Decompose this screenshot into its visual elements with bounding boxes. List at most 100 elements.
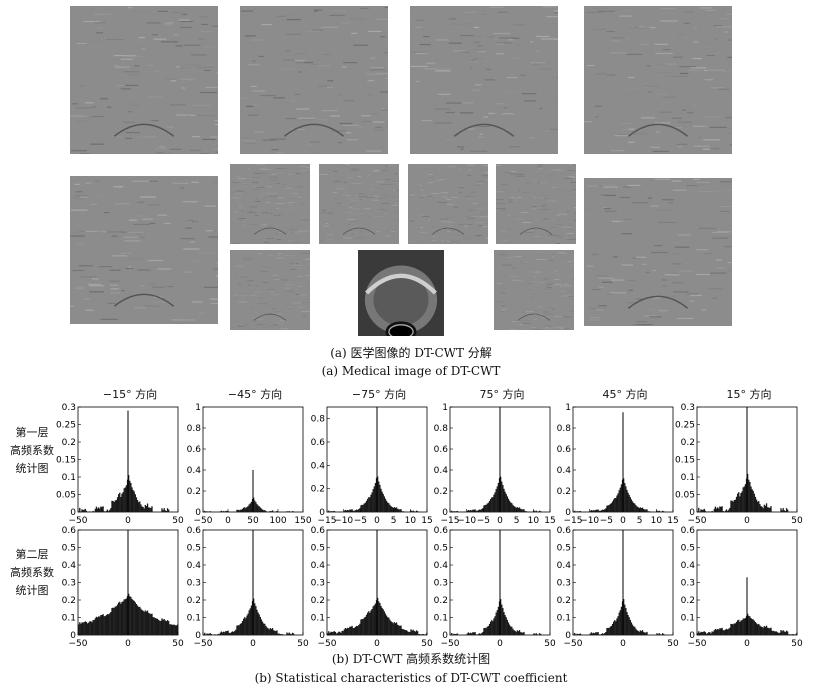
histogram-bar [487,626,490,635]
histogram-bar [658,633,660,635]
y-tick-label: 0.6 [434,526,449,536]
histogram-bar [720,506,722,512]
histogram-bar [724,510,727,512]
histogram-bar [625,486,627,512]
ultrasound-source-image [358,250,444,336]
histogram-bar [399,509,401,512]
histogram-bar [350,626,352,635]
histogram-bar [750,486,752,512]
y-tick-label: 1 [565,403,571,413]
histogram-bar [347,510,349,512]
histogram-bar [480,509,482,512]
histogram-bar [144,610,146,635]
histogram-bar [276,510,278,512]
histogram-bar [136,605,139,635]
x-tick-label: 15 [421,516,432,524]
y-tick-label: 0 [689,631,695,641]
histogram-bar [166,620,169,635]
histogram-bar [340,632,342,635]
histogram-bar [715,508,718,512]
histogram-bar [614,620,616,635]
histogram-bar [708,511,710,512]
histogram-bar [246,506,248,512]
histogram-bar [133,491,135,512]
histogram-bar [234,630,236,635]
histogram-bar [271,628,274,635]
histogram-bar [616,618,618,635]
histogram-bar [508,624,511,635]
histogram-bar [100,506,102,512]
histogram-bar [390,506,392,512]
x-tick-label: 50 [791,639,803,647]
y-tick-label: 0.05 [56,491,76,501]
histogram-bar [725,628,728,635]
histogram-bar [275,631,277,635]
histogram-bar [224,632,226,635]
histogram-bar [478,509,481,512]
histogram-bar [348,510,350,512]
histogram-bar [415,510,418,512]
row-label-level-1: 第一层 高频系数 统计图 [10,426,54,475]
histogram-bar [267,628,269,635]
histogram-bar [517,631,520,635]
histogram-bar [755,499,758,512]
histogram-bar [748,615,750,635]
histogram-bar [646,631,648,635]
histogram-bar [220,510,223,512]
histogram-bar [639,630,641,635]
histogram-bar [503,488,505,512]
histogram-bar [411,511,413,512]
histogram-bar [502,607,504,635]
x-tick-label: −50 [688,516,707,524]
histogram-bar [752,619,754,635]
histogram-bar [122,492,124,512]
x-tick-label: −50 [194,639,213,647]
histogram-bar [577,511,579,512]
histogram-bar [721,506,723,512]
histogram-bar [255,502,257,512]
y-tick-label: 0.05 [675,491,695,501]
histogram-bar [401,511,403,512]
histogram-bar [722,630,724,635]
dtcwt-subband-tile [230,250,310,330]
histogram-bar [289,633,291,635]
y-tick-label: 0.2 [557,596,571,606]
histogram-bar [485,627,487,635]
histogram-bar [279,633,281,635]
y-tick-label: 0 [319,631,325,641]
histogram-bar [704,632,707,635]
histogram-bar [397,508,399,512]
x-tick-label: −50 [688,639,707,647]
y-tick-label: 0.3 [62,579,76,589]
histogram-bar [579,633,581,635]
histogram-bar [599,510,601,512]
histogram-bar [643,632,645,635]
histogram-bar [347,627,349,635]
y-tick-label: 0.2 [187,596,201,606]
histogram-bar [265,625,267,635]
histogram-bar [99,616,101,635]
histogram-bar [154,618,156,635]
histogram-bar [497,482,500,512]
histogram-bar [174,625,176,635]
histogram-bar [345,510,348,512]
histogram-bar [656,633,658,635]
histogram-chart: 0 0.2 0.4 0.6 0.8 1 −15 −10 −5 0 5 10 15 [545,403,685,528]
histogram-bar [535,510,537,512]
histogram-bar [727,629,729,635]
histogram-bar [617,616,619,635]
histogram-bar [637,630,639,635]
histogram-bar [114,606,116,635]
histogram-bar [78,624,80,635]
histogram-bar [605,508,607,512]
x-tick-label: 50 [172,639,184,647]
histogram-bar [91,622,93,635]
histogram-bar [369,497,371,512]
histogram-bar [740,620,742,635]
histogram-bar [508,500,511,512]
histogram-bar [659,511,661,512]
histogram-bar [86,623,89,635]
histogram-bar [353,627,355,635]
histogram-bar [175,625,178,635]
histogram-bar [390,621,392,635]
